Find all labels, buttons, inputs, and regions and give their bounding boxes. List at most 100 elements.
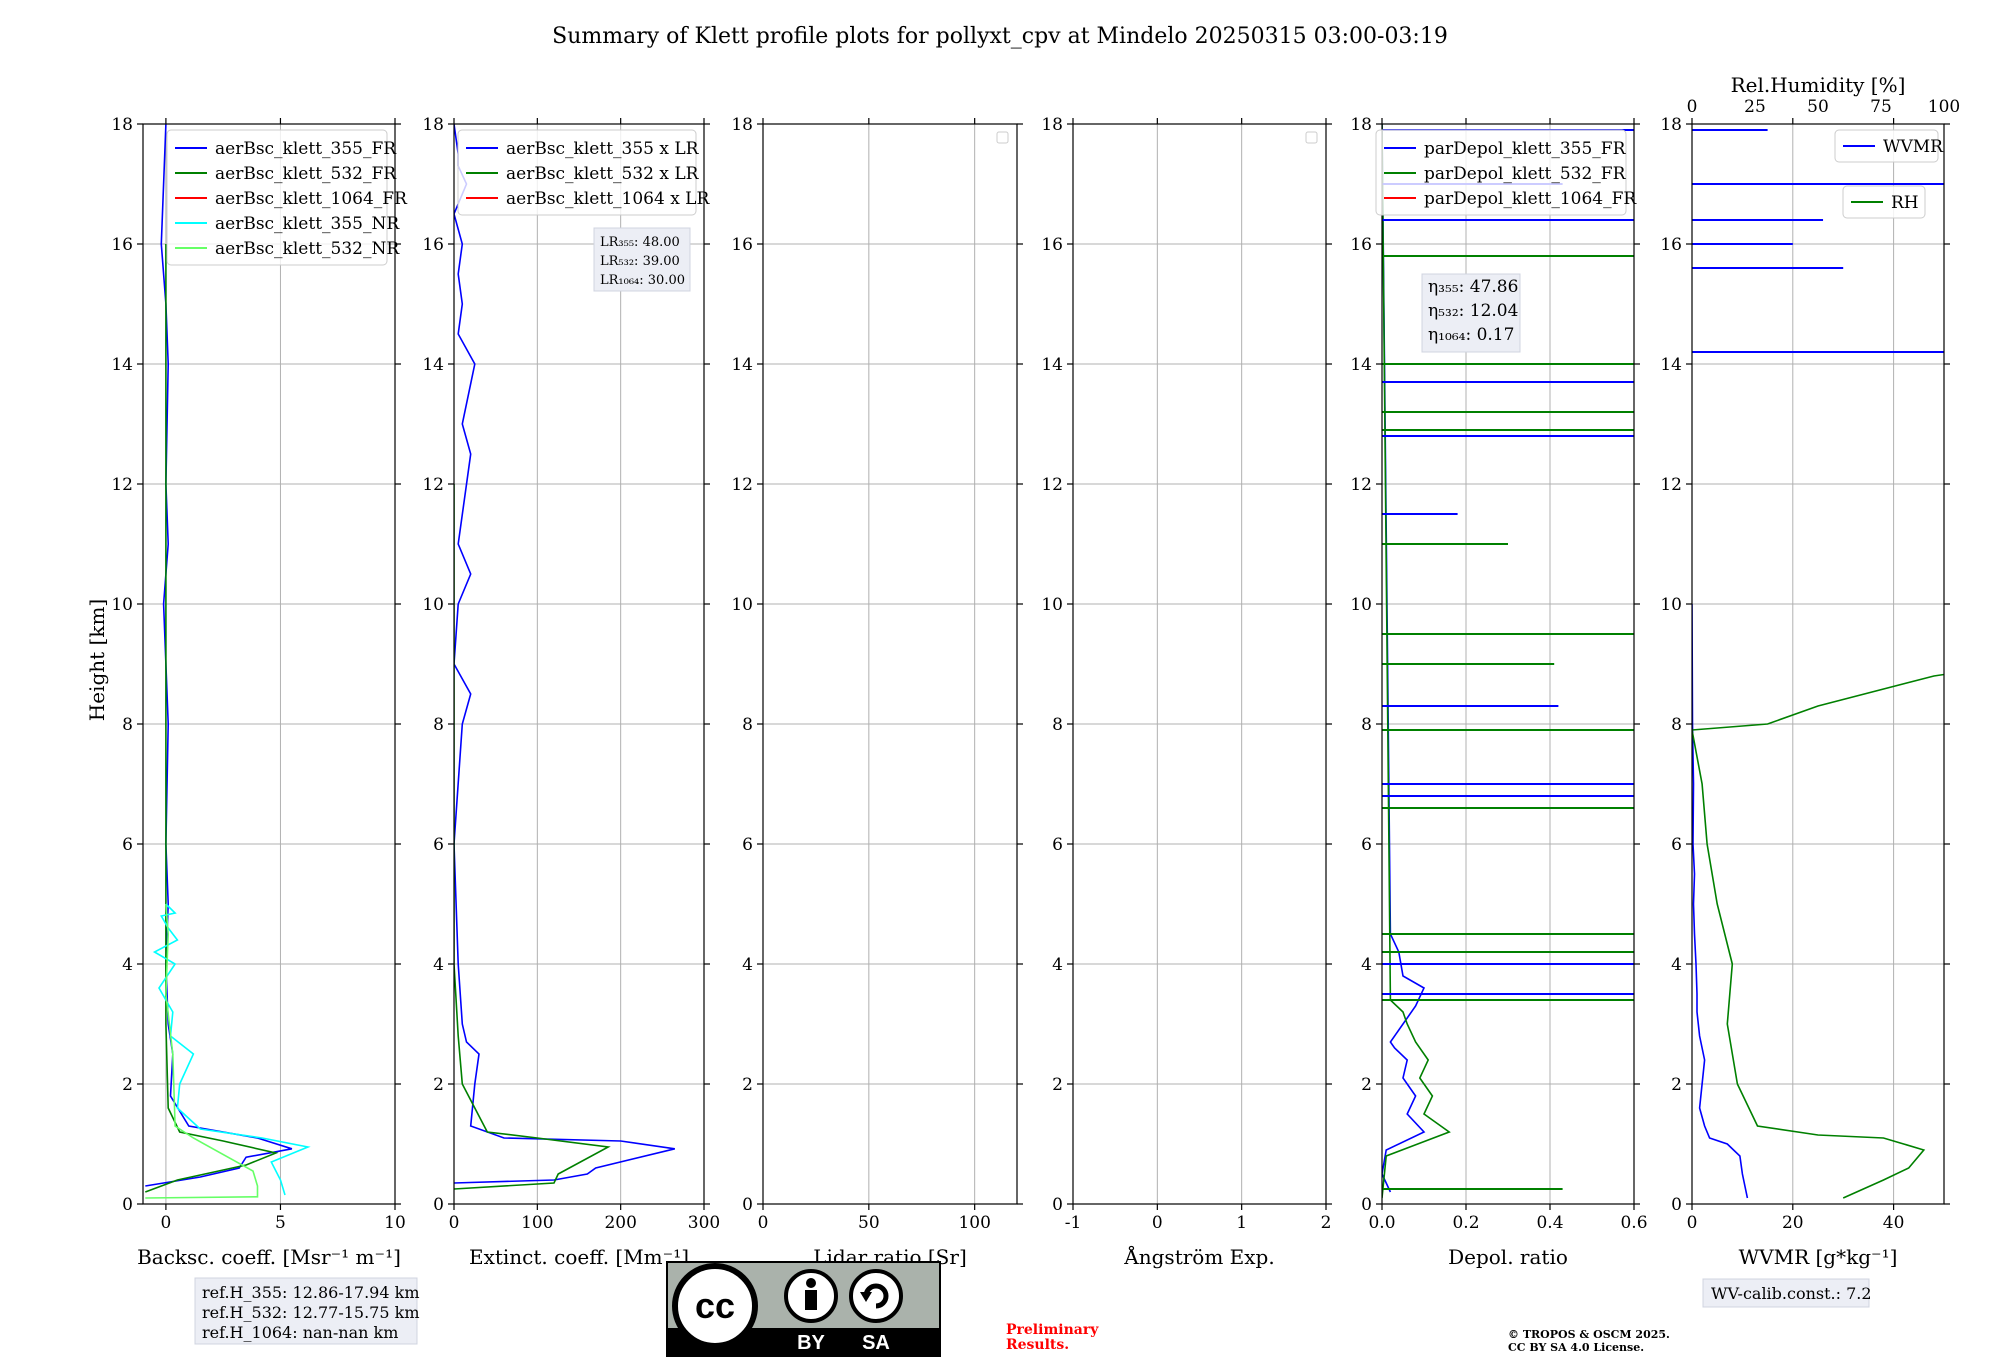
series-group bbox=[145, 124, 311, 1199]
y-tick-label: 4 bbox=[122, 955, 133, 975]
x-tick-label: 50 bbox=[858, 1213, 880, 1233]
series-line-aerBsc_klett_355 x LR bbox=[454, 124, 675, 1184]
y-tick-label: 18 bbox=[111, 115, 133, 135]
y-tick-label: 16 bbox=[422, 235, 444, 255]
series-line-aerBsc_klett_532_NR bbox=[145, 903, 259, 1199]
reference-height-box: ref.H_355: 12.86-17.94 km ref.H_532: 12.… bbox=[194, 1277, 420, 1345]
legend-label: aerBsc_klett_355_NR bbox=[215, 214, 400, 234]
legend-label: parDepol_klett_355_FR bbox=[1424, 139, 1627, 159]
ref-h-355: ref.H_355: 12.86-17.94 km bbox=[202, 1283, 420, 1302]
x-tick-label: 20 bbox=[1782, 1213, 1804, 1233]
y-tick-label: 6 bbox=[122, 835, 133, 855]
x2-axis-label: Rel.Humidity [%] bbox=[1731, 73, 1906, 97]
y-tick-label: 14 bbox=[422, 355, 444, 375]
axes-frame bbox=[1381, 123, 1635, 1205]
y-tick-label: 6 bbox=[1361, 835, 1372, 855]
y-tick-label: 12 bbox=[731, 475, 753, 495]
x-axis-label: Depol. ratio bbox=[1448, 1245, 1568, 1269]
x-tick-label: 0 bbox=[1152, 1213, 1163, 1233]
legend-box bbox=[1375, 129, 1627, 216]
y-tick-label: 2 bbox=[122, 1075, 133, 1095]
y-tick-label: 4 bbox=[1361, 955, 1372, 975]
y-tick-label: 12 bbox=[1660, 475, 1682, 495]
x2-tick-label: 25 bbox=[1744, 97, 1766, 117]
legend-label: aerBsc_klett_532_FR bbox=[215, 164, 397, 184]
x-axis-label: WVMR [g*kg⁻¹] bbox=[1739, 1245, 1898, 1269]
x-tick-label: 100 bbox=[521, 1213, 553, 1233]
series-group bbox=[454, 124, 675, 1190]
badge-sa-label: SA bbox=[862, 1332, 890, 1354]
y-tick-label: 2 bbox=[742, 1075, 753, 1095]
annotation-text: η₅₃₂: 12.04 bbox=[1428, 301, 1518, 321]
y-tick-label: 18 bbox=[1660, 115, 1682, 135]
cc-by-sa-badge: cc BY SA bbox=[666, 1261, 941, 1357]
y-tick-label: 12 bbox=[1041, 475, 1063, 495]
annotation-text: η₁₀₆₄: 0.17 bbox=[1428, 325, 1514, 345]
y-tick-label: 0 bbox=[433, 1195, 444, 1215]
x-tick-label: 0 bbox=[449, 1213, 460, 1233]
series-line-WVMR bbox=[1692, 603, 1749, 1199]
y-tick-label: 16 bbox=[111, 235, 133, 255]
y-tick-label: 0 bbox=[742, 1195, 753, 1215]
y-tick-label: 14 bbox=[731, 355, 753, 375]
y-tick-label: 4 bbox=[742, 955, 753, 975]
axes-frame bbox=[1072, 123, 1327, 1205]
y-tick-label: 14 bbox=[111, 355, 133, 375]
legend-label: aerBsc_klett_355 x LR bbox=[506, 139, 700, 159]
ref-h-1064: ref.H_1064: nan-nan km bbox=[202, 1323, 398, 1342]
y-tick-label: 18 bbox=[422, 115, 444, 135]
legend-label: WVMR bbox=[1883, 137, 1944, 157]
y-tick-label: 10 bbox=[1041, 595, 1063, 615]
y-tick-label: 2 bbox=[1361, 1075, 1372, 1095]
legend-box-empty bbox=[996, 131, 1009, 144]
y-tick-label: 8 bbox=[1361, 715, 1372, 735]
ref-h-532: ref.H_532: 12.77-15.75 km bbox=[202, 1303, 420, 1322]
y-axis-label: Height [km] bbox=[85, 599, 109, 721]
y-tick-label: 2 bbox=[1052, 1075, 1063, 1095]
y-tick-label: 8 bbox=[1052, 715, 1063, 735]
annotation-text: η₃₅₅: 47.86 bbox=[1428, 277, 1518, 297]
x-tick-label: 40 bbox=[1883, 1213, 1905, 1233]
y-tick-label: 6 bbox=[1671, 835, 1682, 855]
legend-box bbox=[1834, 129, 1939, 163]
legend-label: parDepol_klett_1064_FR bbox=[1424, 189, 1637, 209]
x-tick-label: 0.2 bbox=[1452, 1213, 1479, 1233]
y-tick-label: 12 bbox=[422, 475, 444, 495]
annotation-box bbox=[1421, 273, 1521, 353]
y-tick-label: 2 bbox=[1671, 1075, 1682, 1095]
y-tick-label: 16 bbox=[731, 235, 753, 255]
y-tick-label: 12 bbox=[111, 475, 133, 495]
y-tick-label: 8 bbox=[1671, 715, 1682, 735]
y-tick-label: 8 bbox=[433, 715, 444, 735]
y-tick-label: 10 bbox=[731, 595, 753, 615]
y-tick-label: 16 bbox=[1041, 235, 1063, 255]
y-tick-label: 2 bbox=[433, 1075, 444, 1095]
y-tick-label: 10 bbox=[1350, 595, 1372, 615]
x-tick-label: 200 bbox=[604, 1213, 636, 1233]
preliminary-line-2: Results. bbox=[1006, 1337, 1069, 1353]
annotation-box bbox=[593, 227, 691, 292]
y-tick-label: 18 bbox=[1350, 115, 1372, 135]
y-tick-label: 10 bbox=[1660, 595, 1682, 615]
x-tick-label: 0 bbox=[758, 1213, 769, 1233]
axes-frame bbox=[453, 123, 705, 1205]
y-tick-label: 4 bbox=[433, 955, 444, 975]
x2-tick-label: 0 bbox=[1687, 97, 1698, 117]
annotation-text: LR₃₅₅: 48.00 bbox=[600, 235, 680, 250]
x-axis-label: Ångström Exp. bbox=[1123, 1244, 1274, 1269]
panel-2: 0 2 4 6 8 10 12 14 16 18 0 100 200 300 Extinct. coeff.… bbox=[422, 115, 720, 1269]
legend-label: aerBsc_klett_1064 x LR bbox=[506, 189, 710, 209]
y-tick-label: 18 bbox=[731, 115, 753, 135]
y-tick-label: 16 bbox=[1350, 235, 1372, 255]
y-tick-label: 0 bbox=[1052, 1195, 1063, 1215]
axes-frame bbox=[762, 123, 1018, 1205]
y-tick-label: 16 bbox=[1660, 235, 1682, 255]
legend-box bbox=[1842, 185, 1926, 219]
figure-title: Summary of Klett profile plots for polly… bbox=[552, 24, 1448, 49]
y-tick-label: 14 bbox=[1350, 355, 1372, 375]
cc-logo-text: cc bbox=[695, 1285, 735, 1326]
